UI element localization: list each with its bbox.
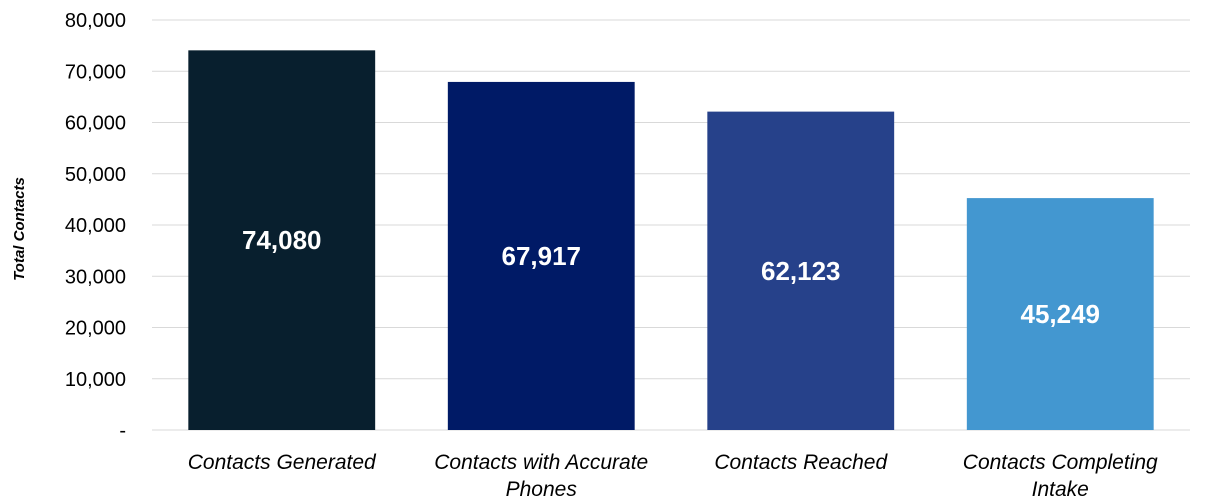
y-tick-label: - (119, 420, 126, 442)
bar-value-label: 74,080 (242, 225, 322, 255)
y-axis-title: Total Contacts (11, 177, 28, 281)
x-category-label: Phones (506, 478, 578, 501)
x-category-label: Contacts Completing (963, 451, 1158, 474)
y-tick-label: 30,000 (65, 266, 126, 288)
x-category-label: Contacts Generated (188, 451, 377, 474)
y-tick-label: 40,000 (65, 215, 126, 237)
y-tick-label: 20,000 (65, 318, 126, 340)
bars (188, 50, 1154, 431)
x-axis-category-labels: Contacts Generated Contacts with Accurate… (188, 451, 1158, 501)
y-tick-label: 60,000 (65, 113, 126, 135)
x-category-label: Intake (1032, 478, 1089, 501)
x-category-label: Contacts Reached (714, 451, 888, 474)
bar-value-label: 45,249 (1020, 299, 1100, 329)
y-tick-label: 10,000 (65, 369, 126, 391)
x-category-label: Contacts with Accurate (434, 451, 648, 474)
bar (447, 81, 635, 430)
y-axis-tick-labels: - 10,000 20,000 30,000 40,000 50,000 60,000 70,… (65, 10, 126, 442)
y-tick-label: 70,000 (65, 61, 126, 83)
bar (966, 198, 1154, 430)
data-labels: 74,080 67,917 62,123 45,249 (242, 225, 1100, 329)
y-tick-label: 80,000 (65, 10, 126, 32)
y-tick-label: 50,000 (65, 164, 126, 186)
bar-value-label: 62,123 (761, 256, 841, 286)
bar (188, 50, 376, 431)
bar (707, 111, 895, 430)
bar-value-label: 67,917 (501, 241, 581, 271)
